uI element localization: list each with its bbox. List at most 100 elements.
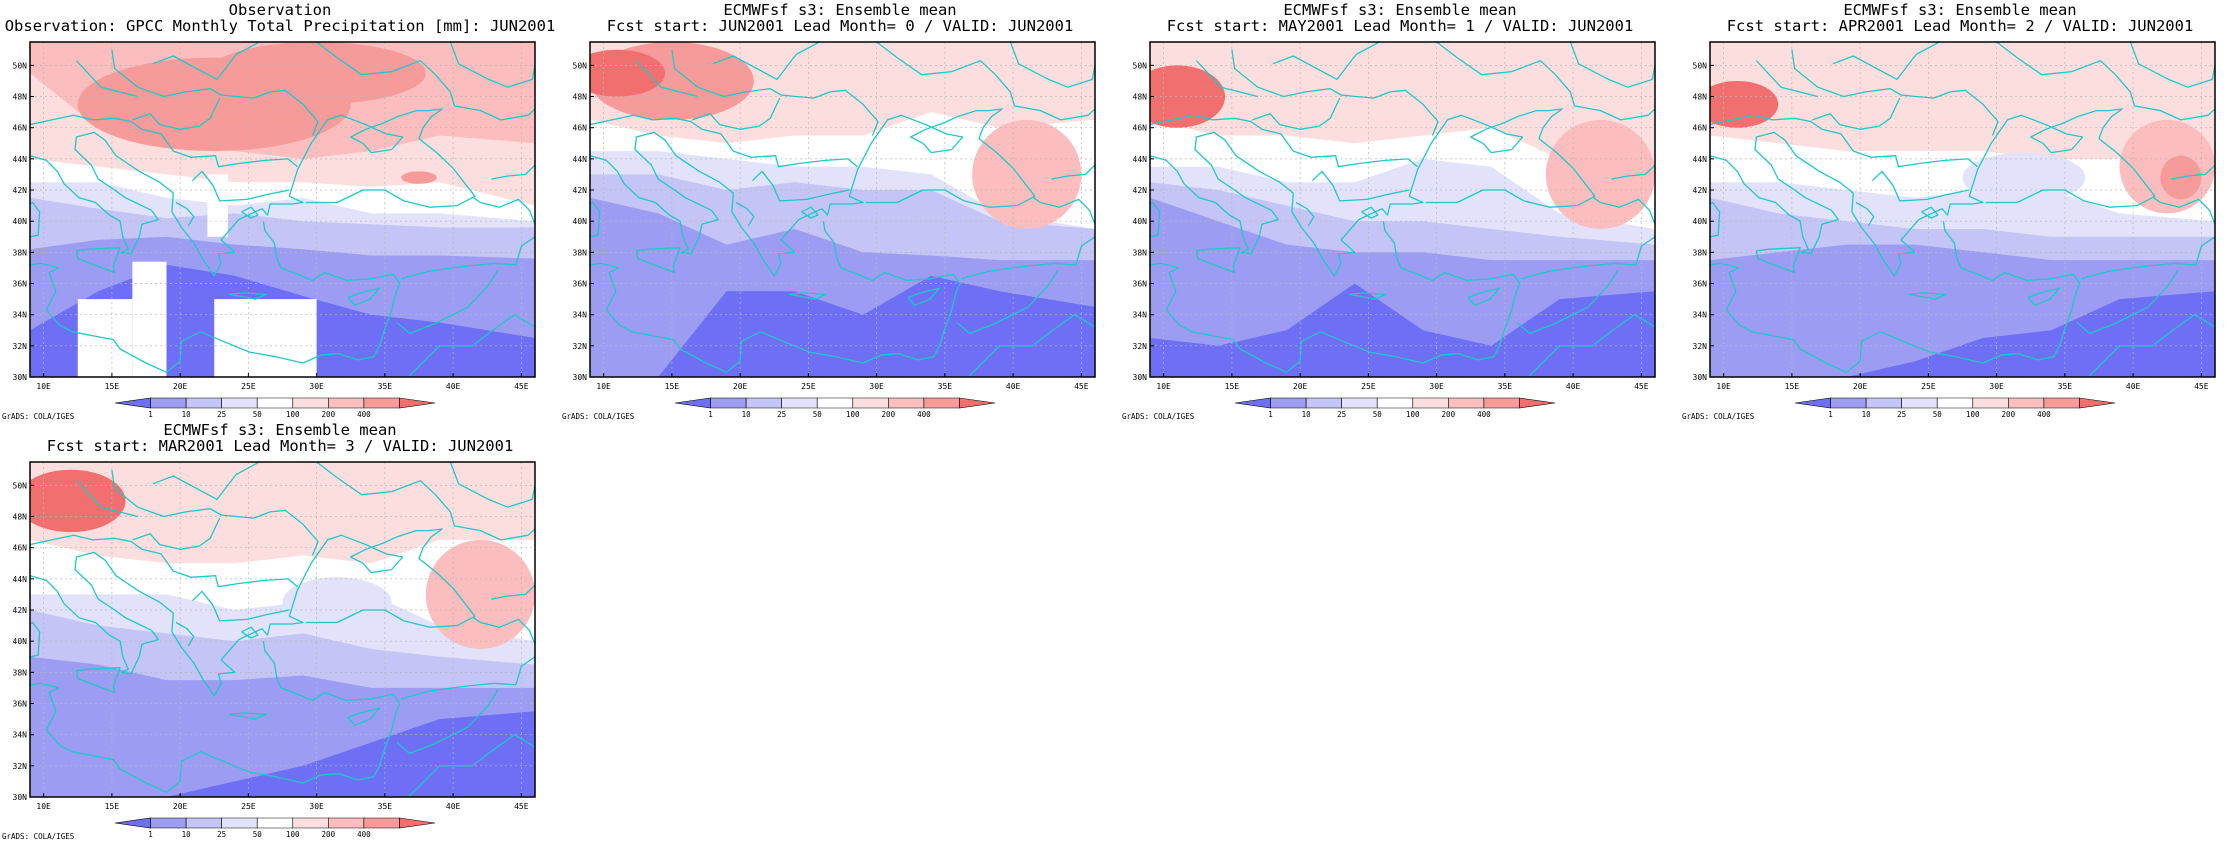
coastline [590, 201, 601, 238]
coastline [30, 641, 401, 793]
coastline [1755, 60, 1818, 98]
coastline [1349, 292, 1387, 300]
x-tick-label: 25E [801, 382, 816, 391]
grid-lines [1150, 42, 1655, 377]
x-tick-label: 45E [2194, 382, 2209, 391]
panel-subtitle: Fcst start: MAR2001 Lead Month= 3 / VALI… [46, 437, 514, 455]
legend-swatch [816, 397, 854, 409]
legend-tick-label: 100 [1966, 410, 1980, 419]
legend-swatch [150, 817, 187, 829]
x-tick-label: 15E [1785, 382, 1800, 391]
legend-swatch [1234, 397, 1271, 409]
coastlines [1150, 42, 1655, 377]
coastline [1855, 201, 1875, 227]
coastline [2153, 197, 2215, 225]
coastline [347, 707, 381, 726]
legend-swatch [292, 817, 329, 829]
coastlines [590, 42, 1095, 377]
coastline [789, 292, 827, 300]
coastline [449, 462, 535, 508]
missing-data-area [214, 299, 317, 377]
missing-data-area [207, 174, 228, 237]
coastline [2076, 269, 2179, 335]
coastline [30, 221, 401, 373]
x-tick-label: 45E [514, 382, 529, 391]
legend-tick-label: 25 [217, 830, 226, 839]
y-tick-label: 38N [1133, 248, 1148, 257]
coastline [175, 201, 195, 227]
y-tick-label: 32N [1693, 342, 1708, 351]
band-level-5 [1150, 42, 1655, 175]
map-frame [1149, 41, 1656, 378]
coastline [1195, 60, 1258, 98]
map-panel-lead-2: ECMWFsf s3: Ensemble mean Fcst start: AP… [1680, 0, 2240, 421]
credit-label: GrADS: COLA/IGES [2, 832, 75, 841]
panel-title: Observation [228, 1, 332, 19]
coastline [1150, 114, 1418, 168]
y-tick-label: 42N [1133, 186, 1148, 195]
coastline [1996, 42, 2215, 121]
y-tick-label: 48N [573, 93, 588, 102]
coastline [1252, 97, 1341, 130]
coastline [30, 621, 41, 658]
legend-swatch [150, 397, 187, 409]
coastlines [30, 42, 535, 377]
y-tick-label: 36N [1133, 280, 1148, 289]
legend-tick-label: 100 [286, 410, 300, 419]
y-tick-label: 30N [13, 373, 28, 382]
plot-area [1150, 42, 1655, 377]
x-tick-label: 40E [1566, 382, 1581, 391]
legend-swatch [745, 397, 782, 409]
legend-swatch [1794, 397, 1831, 409]
coastline [1593, 197, 1655, 225]
y-tick-label: 30N [1693, 373, 1708, 382]
coastline [1710, 201, 1721, 238]
map-frame [589, 41, 1096, 378]
precipitation-map: 10E 15E 20E 25E 30E 35E 40E 45E 30N 32N 34N 36N 38N 4… [13, 41, 536, 419]
legend-tick-label: 100 [1406, 410, 1420, 419]
map-frame [29, 41, 536, 378]
map-panel-lead-3: ECMWFsf s3: Ensemble mean Fcst start: MA… [0, 420, 560, 841]
coastline [876, 42, 1095, 121]
legend-swatch [1305, 397, 1342, 409]
plot-area [30, 42, 535, 377]
legend-swatch [1519, 397, 1556, 409]
legend-swatch [114, 397, 151, 409]
coastline [1710, 108, 2156, 277]
coastline [473, 617, 535, 645]
precipitation-map: 10E 15E 20E 25E 30E 35E 40E 45E 30N 32N 34N 36N 38N 4… [573, 41, 1096, 419]
legend-swatch [363, 817, 400, 829]
coastline [191, 170, 290, 202]
coastline [1516, 269, 1619, 335]
x-tick-label: 15E [105, 382, 120, 391]
x-tick-label: 40E [1006, 382, 1021, 391]
coastline [75, 247, 121, 274]
y-tick-label: 42N [13, 186, 28, 195]
map-frame [29, 461, 536, 798]
legend-swatch [399, 397, 436, 409]
legend-swatch [292, 397, 329, 409]
coastline [712, 42, 820, 81]
coastline [1150, 108, 1596, 277]
coastline [30, 108, 476, 277]
legend-swatch [114, 817, 151, 829]
legend-swatch [399, 817, 436, 829]
y-tick-label: 30N [573, 373, 588, 382]
map-panel-observation: Observation Observation: GPCC Monthly To… [0, 0, 560, 422]
coastline [30, 528, 476, 697]
y-tick-label: 44N [573, 155, 588, 164]
y-tick-label: 50N [573, 61, 588, 70]
x-tick-label: 20E [1853, 382, 1868, 391]
missing-data-area [132, 261, 167, 377]
legend-tick-label: 100 [286, 830, 300, 839]
coastline [75, 480, 138, 518]
legend-tick-label: 10 [1862, 410, 1872, 419]
y-tick-label: 40N [13, 637, 28, 646]
precipitation-map: 10E 15E 20E 25E 30E 35E 40E 45E 30N 32N 34N 36N 38N 4… [1693, 41, 2216, 419]
y-tick-label: 44N [1133, 155, 1148, 164]
legend-tick-label: 50 [253, 410, 263, 419]
coastline [1921, 206, 1939, 219]
coastline [692, 97, 781, 130]
color-legend: 1 10 25 50 100 200 400 [674, 397, 996, 419]
map-panel-lead-1: ECMWFsf s3: Ensemble mean Fcst start: MA… [1120, 0, 1680, 421]
